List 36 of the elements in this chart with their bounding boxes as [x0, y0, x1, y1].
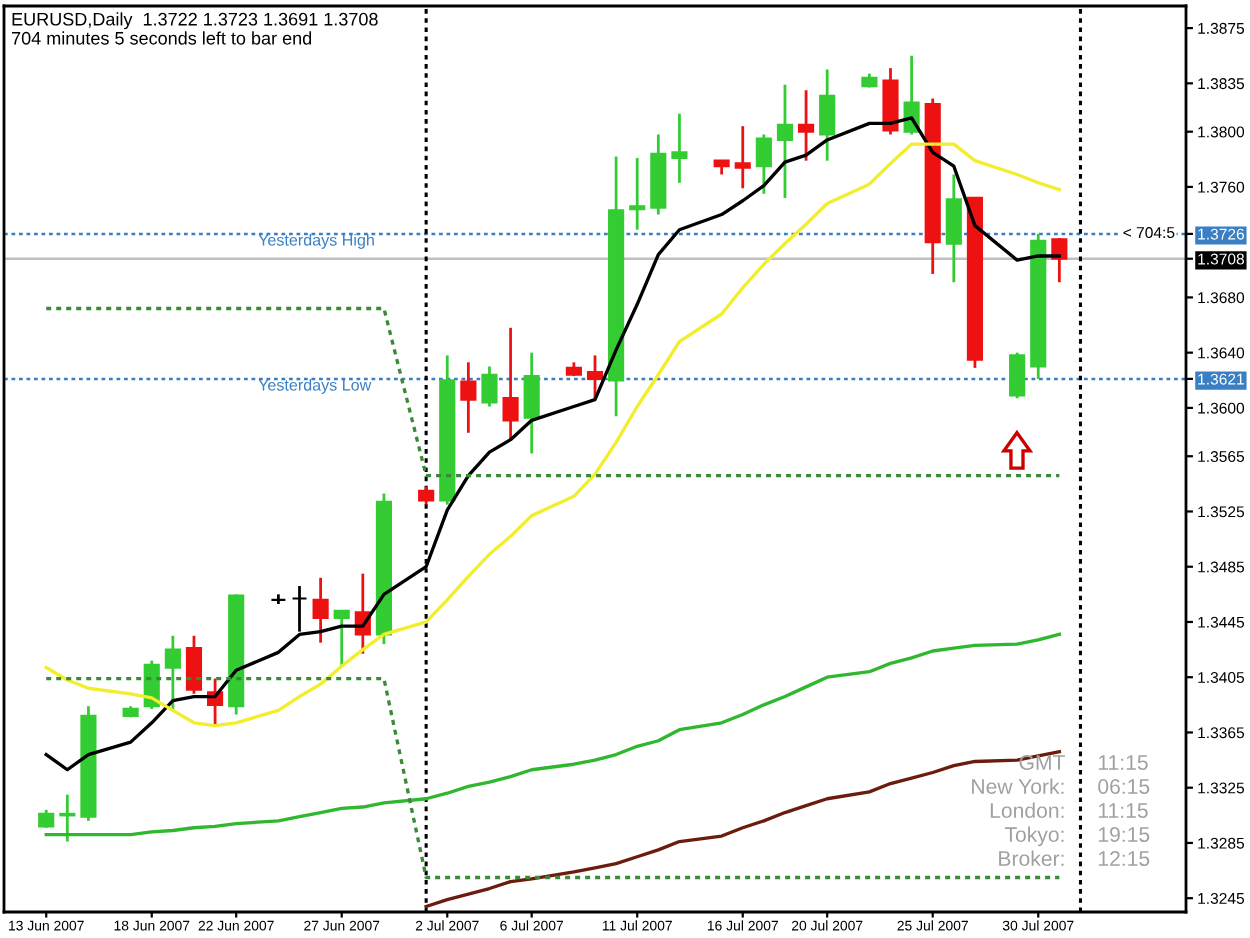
candlestick	[460, 360, 477, 435]
candlestick	[164, 634, 181, 712]
line-series	[424, 750, 1062, 909]
annotation: GMT	[1019, 755, 1065, 770]
ref-line-label: Yesterdays Low	[258, 378, 372, 394]
annotation: Broker:	[999, 850, 1064, 867]
annotation: 19:15	[1098, 827, 1150, 843]
candlestick	[671, 112, 688, 185]
candlestick	[1009, 351, 1026, 400]
candlestick	[1051, 236, 1068, 284]
annotation: 12:15	[1098, 851, 1150, 867]
annotation: New York:	[972, 778, 1064, 794]
candlestick	[291, 584, 308, 634]
candlestick	[523, 351, 540, 455]
candlestick	[185, 634, 203, 696]
text: 704 minutes 5 seconds left to bar end	[12, 31, 312, 45]
candlestick	[481, 365, 498, 408]
ref-line-label: Yesterdays High	[258, 233, 374, 249]
candlestick	[629, 156, 646, 232]
candlestick	[798, 88, 815, 163]
annotation: 06:15	[1098, 779, 1150, 794]
candlestick	[333, 609, 350, 668]
annotation: London:	[990, 802, 1064, 819]
candlestick	[819, 68, 836, 163]
chart-title: EURUSD,Daily 1.3722 1.3723 1.3691 1.3708	[12, 12, 378, 30]
annotation: Tokyo:	[1004, 826, 1064, 847]
candlestick	[734, 124, 751, 190]
candlestick	[312, 576, 329, 645]
candlestick	[945, 173, 962, 284]
candlestick	[776, 83, 794, 200]
candlestick	[755, 133, 772, 196]
annotation: 11:15	[1098, 803, 1148, 819]
candlestick	[59, 793, 76, 843]
candlestick	[586, 354, 604, 401]
candlestick	[502, 326, 519, 442]
annotation: 11:15	[1098, 755, 1148, 770]
